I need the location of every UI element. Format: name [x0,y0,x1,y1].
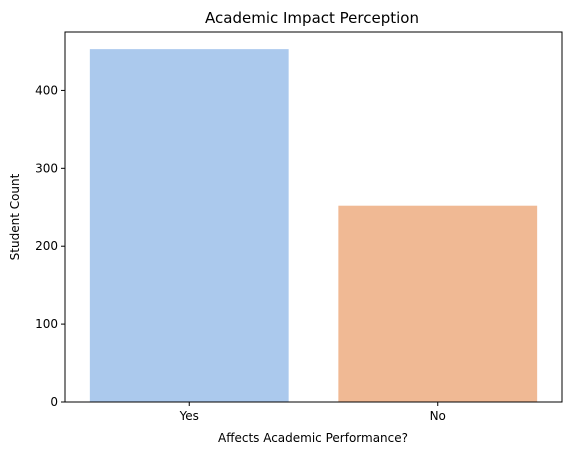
y-tick-label: 400 [35,83,58,97]
bars-group [89,49,538,402]
x-tick-label: No [430,409,446,423]
y-tick-label: 300 [35,161,58,175]
y-tick-label: 200 [35,239,58,253]
x-tick-label: Yes [179,409,199,423]
y-tick-label: 0 [50,395,58,409]
bar-no [338,205,538,402]
y-axis-label: Student Count [8,173,22,260]
bar-yes [89,49,289,402]
chart-title: Academic Impact Perception [205,9,419,27]
plot-frame [64,31,563,403]
x-axis-ticks: Yes No [179,402,446,423]
y-tick-label: 100 [35,317,58,331]
x-axis-label: Affects Academic Performance? [218,431,408,445]
y-axis-ticks: 0 100 200 300 400 [35,83,65,409]
